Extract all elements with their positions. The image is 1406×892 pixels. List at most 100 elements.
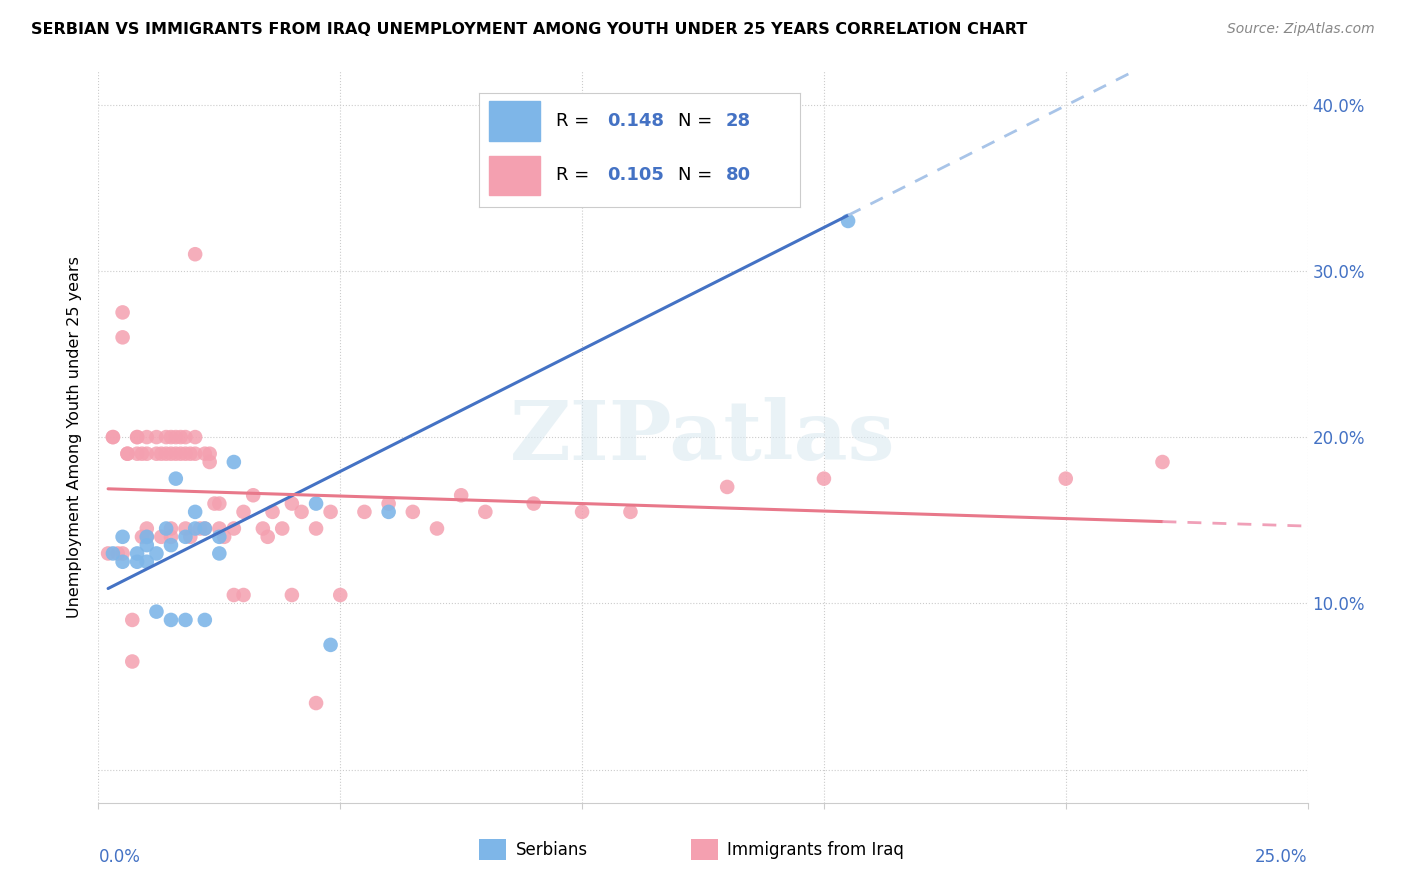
FancyBboxPatch shape <box>690 839 717 860</box>
Point <box>329 588 352 602</box>
Point <box>174 530 197 544</box>
Point <box>179 447 201 461</box>
Point <box>127 430 149 444</box>
Point <box>174 613 197 627</box>
Point <box>107 546 129 560</box>
Point <box>474 505 496 519</box>
Point <box>174 521 197 535</box>
Point <box>111 546 134 560</box>
Point <box>169 430 191 444</box>
Text: Serbians: Serbians <box>516 840 588 859</box>
Point <box>169 447 191 461</box>
Text: SERBIAN VS IMMIGRANTS FROM IRAQ UNEMPLOYMENT AMONG YOUTH UNDER 25 YEARS CORRELAT: SERBIAN VS IMMIGRANTS FROM IRAQ UNEMPLOY… <box>31 22 1028 37</box>
Point <box>208 521 231 535</box>
Point <box>97 546 120 560</box>
Point <box>145 447 167 461</box>
Point <box>813 472 835 486</box>
Point <box>208 530 231 544</box>
Point <box>305 497 328 511</box>
Point <box>450 488 472 502</box>
Point <box>145 605 167 619</box>
Point <box>619 505 641 519</box>
Point <box>150 447 173 461</box>
Point <box>160 538 183 552</box>
Point <box>155 447 177 461</box>
Point <box>165 447 187 461</box>
Point <box>204 497 226 511</box>
Point <box>127 555 149 569</box>
Point <box>117 447 139 461</box>
Point <box>194 521 217 535</box>
Point <box>117 447 139 461</box>
Point <box>319 638 342 652</box>
Point <box>377 497 399 511</box>
Point <box>135 430 157 444</box>
Point <box>426 521 449 535</box>
Point <box>319 505 342 519</box>
Point <box>281 497 304 511</box>
Point <box>1152 455 1174 469</box>
Point <box>121 613 143 627</box>
Point <box>111 305 134 319</box>
Point <box>184 521 207 535</box>
Point <box>135 447 157 461</box>
Point <box>256 530 278 544</box>
Point <box>184 505 207 519</box>
Text: Source: ZipAtlas.com: Source: ZipAtlas.com <box>1227 22 1375 37</box>
Point <box>252 521 274 535</box>
Point <box>377 505 399 519</box>
Point <box>194 521 217 535</box>
Point <box>242 488 264 502</box>
Text: 25.0%: 25.0% <box>1256 848 1308 866</box>
Point <box>262 505 284 519</box>
Point <box>208 497 231 511</box>
Point <box>131 530 153 544</box>
Point <box>111 330 134 344</box>
Point <box>131 447 153 461</box>
Point <box>135 530 157 544</box>
Point <box>121 655 143 669</box>
Point <box>135 538 157 552</box>
Point <box>765 155 787 169</box>
Point <box>571 505 593 519</box>
Point <box>194 447 217 461</box>
Point <box>198 447 221 461</box>
Point <box>212 530 235 544</box>
Point <box>837 214 859 228</box>
Point <box>145 546 167 560</box>
Point <box>160 613 183 627</box>
Point <box>402 505 425 519</box>
Point <box>160 530 183 544</box>
Point <box>135 530 157 544</box>
Point <box>135 555 157 569</box>
Point <box>101 546 124 560</box>
Y-axis label: Unemployment Among Youth under 25 years: Unemployment Among Youth under 25 years <box>67 256 83 618</box>
Point <box>188 521 211 535</box>
Point <box>174 430 197 444</box>
Point <box>353 505 375 519</box>
Point <box>160 447 183 461</box>
Point <box>208 546 231 560</box>
FancyBboxPatch shape <box>479 839 506 860</box>
Point <box>150 530 173 544</box>
Point <box>127 447 149 461</box>
Point <box>222 455 245 469</box>
Point <box>716 480 738 494</box>
Point <box>160 430 183 444</box>
Point <box>165 472 187 486</box>
Point <box>222 588 245 602</box>
Point <box>305 696 328 710</box>
Point <box>232 505 254 519</box>
Point <box>165 430 187 444</box>
Text: Immigrants from Iraq: Immigrants from Iraq <box>727 840 904 859</box>
Point <box>305 521 328 535</box>
Point <box>111 530 134 544</box>
Point <box>155 430 177 444</box>
Point <box>127 546 149 560</box>
Point <box>194 613 217 627</box>
Point <box>155 521 177 535</box>
Point <box>222 521 245 535</box>
Point <box>198 455 221 469</box>
Text: ZIPatlas: ZIPatlas <box>510 397 896 477</box>
Point <box>101 430 124 444</box>
